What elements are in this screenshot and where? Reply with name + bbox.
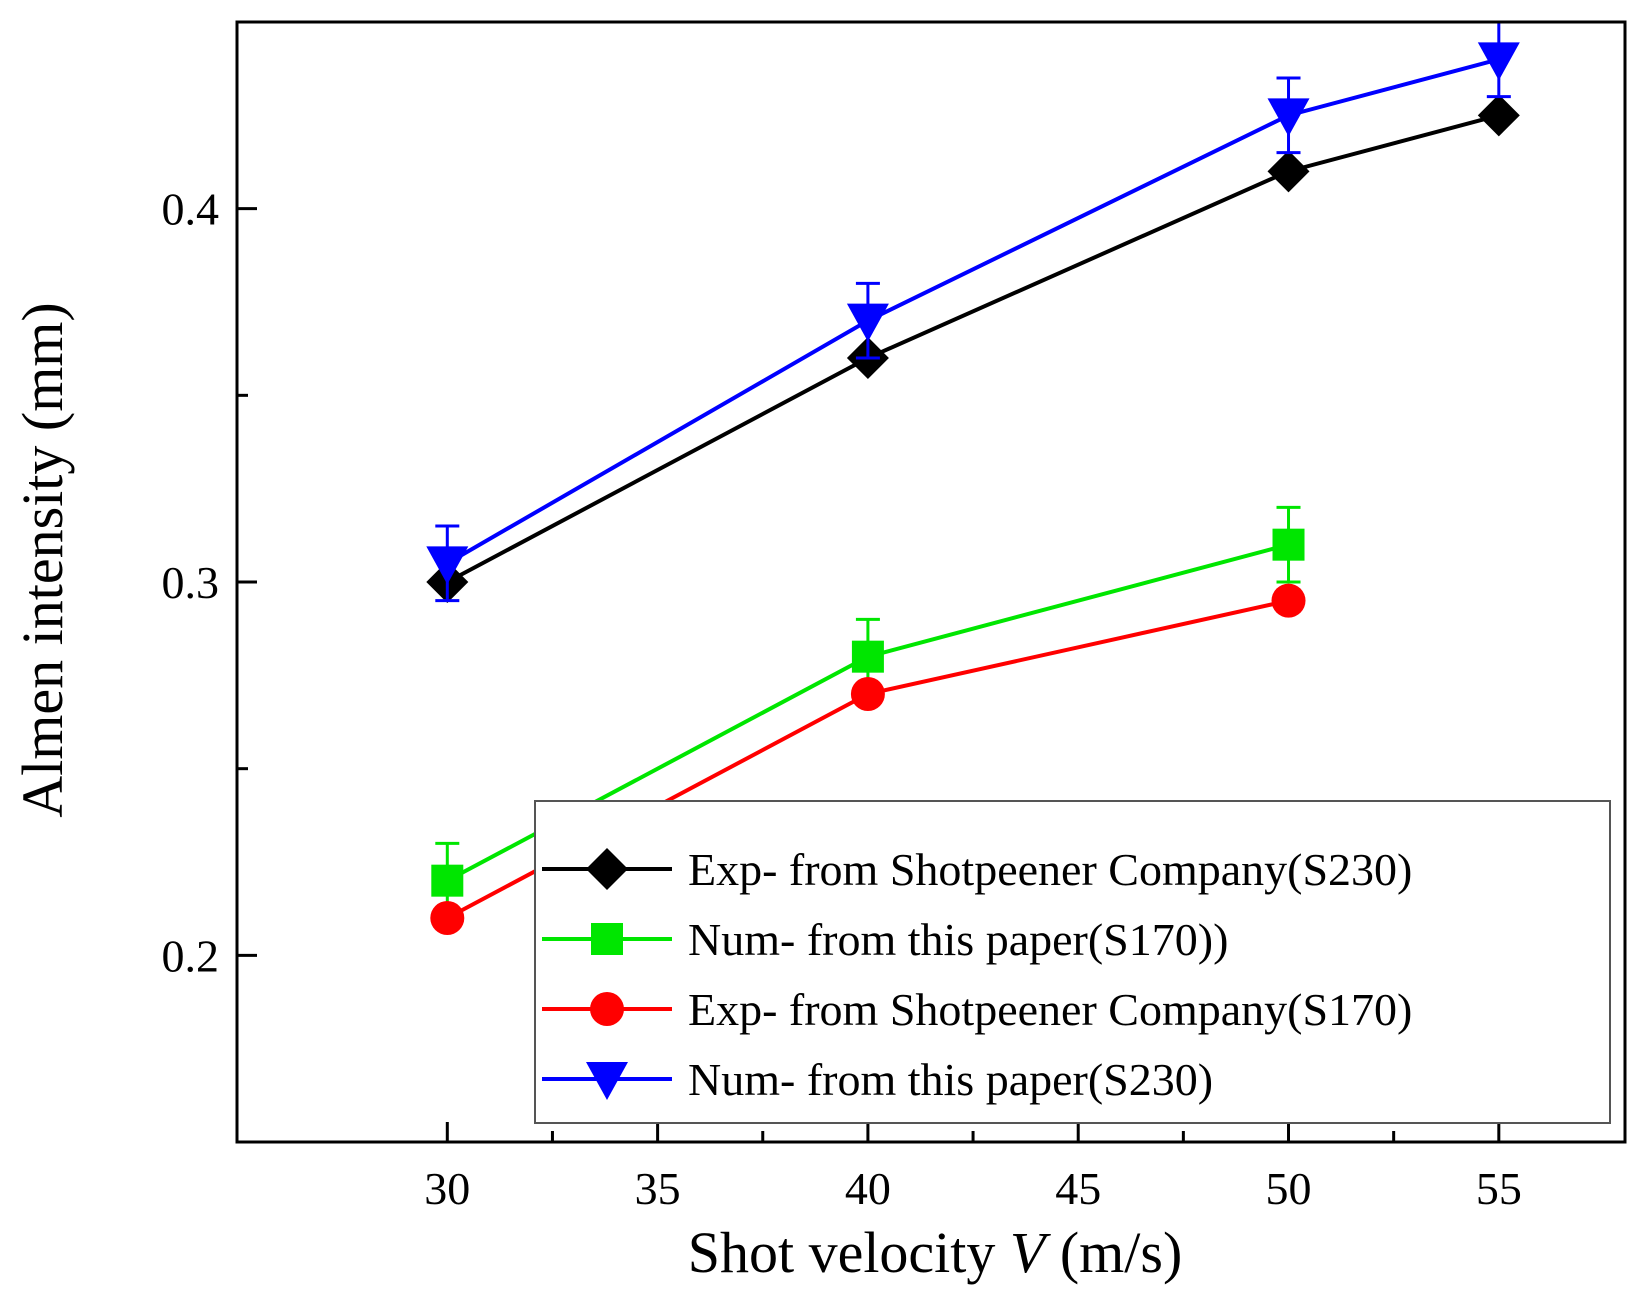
data-point — [1267, 98, 1310, 137]
plot-frame — [235, 20, 1627, 1144]
legend-marker — [590, 992, 624, 1026]
x-axis-title: Shot velocity V (m/s) — [688, 1220, 1183, 1285]
data-point — [1477, 94, 1520, 137]
legend-marker — [586, 1062, 628, 1100]
x-tick-label: 35 — [635, 1163, 681, 1214]
x-tick-label: 45 — [1055, 1163, 1101, 1214]
series-line — [446, 57, 1500, 566]
legend-label: Num- from this paper(S170)) — [688, 914, 1228, 965]
series-line — [446, 113, 1500, 584]
axis-ticks — [237, 207, 1501, 1142]
legend-marker — [586, 848, 628, 890]
legend-marker — [591, 923, 623, 955]
legend-item: Exp- from Shotpeener Company(S170) — [542, 984, 1412, 1035]
legend-item: Exp- from Shotpeener Company(S230) — [542, 844, 1412, 895]
y-tick-label: 0.3 — [162, 557, 220, 608]
data-point — [430, 901, 465, 935]
series-4 — [426, 20, 1520, 603]
legend-label: Exp- from Shotpeener Company(S170) — [688, 984, 1412, 1035]
legend-item: Num- from this paper(S170)) — [542, 914, 1228, 965]
data-point — [851, 640, 884, 673]
x-tick-label: 30 — [424, 1163, 470, 1214]
x-axis-title-prefix: Shot velocity — [688, 1220, 1010, 1285]
data-point — [1271, 583, 1306, 618]
x-axis-title-variable: V — [1010, 1220, 1052, 1285]
legend: Exp- from Shotpeener Company(S230) Num- f… — [534, 800, 1611, 1124]
legend-label: Num- from this paper(S230) — [688, 1054, 1213, 1105]
data-point — [1267, 150, 1310, 193]
data-point — [846, 303, 889, 342]
data-point — [850, 677, 885, 711]
y-tick-label: 0.2 — [162, 930, 220, 981]
legend-label: Exp- from Shotpeener Company(S230) — [688, 844, 1412, 895]
tick-labels: 30 35 40 45 50 55 0.2 0.3 0.4 — [162, 184, 1522, 1214]
x-tick-label: 55 — [1476, 1163, 1522, 1214]
y-axis-title: Almen intensity (mm) — [10, 302, 75, 818]
legend-item: Num- from this paper(S230) — [542, 1054, 1213, 1105]
x-axis-title-suffix: (m/s) — [1045, 1220, 1182, 1285]
x-tick-label: 50 — [1266, 1163, 1312, 1214]
data-point — [431, 864, 464, 897]
data-point — [1477, 42, 1520, 81]
y-tick-label: 0.4 — [162, 184, 220, 235]
data-point — [426, 546, 469, 585]
legend-box — [534, 800, 1611, 1124]
x-tick-label: 40 — [845, 1163, 891, 1214]
data-point — [1272, 528, 1305, 561]
